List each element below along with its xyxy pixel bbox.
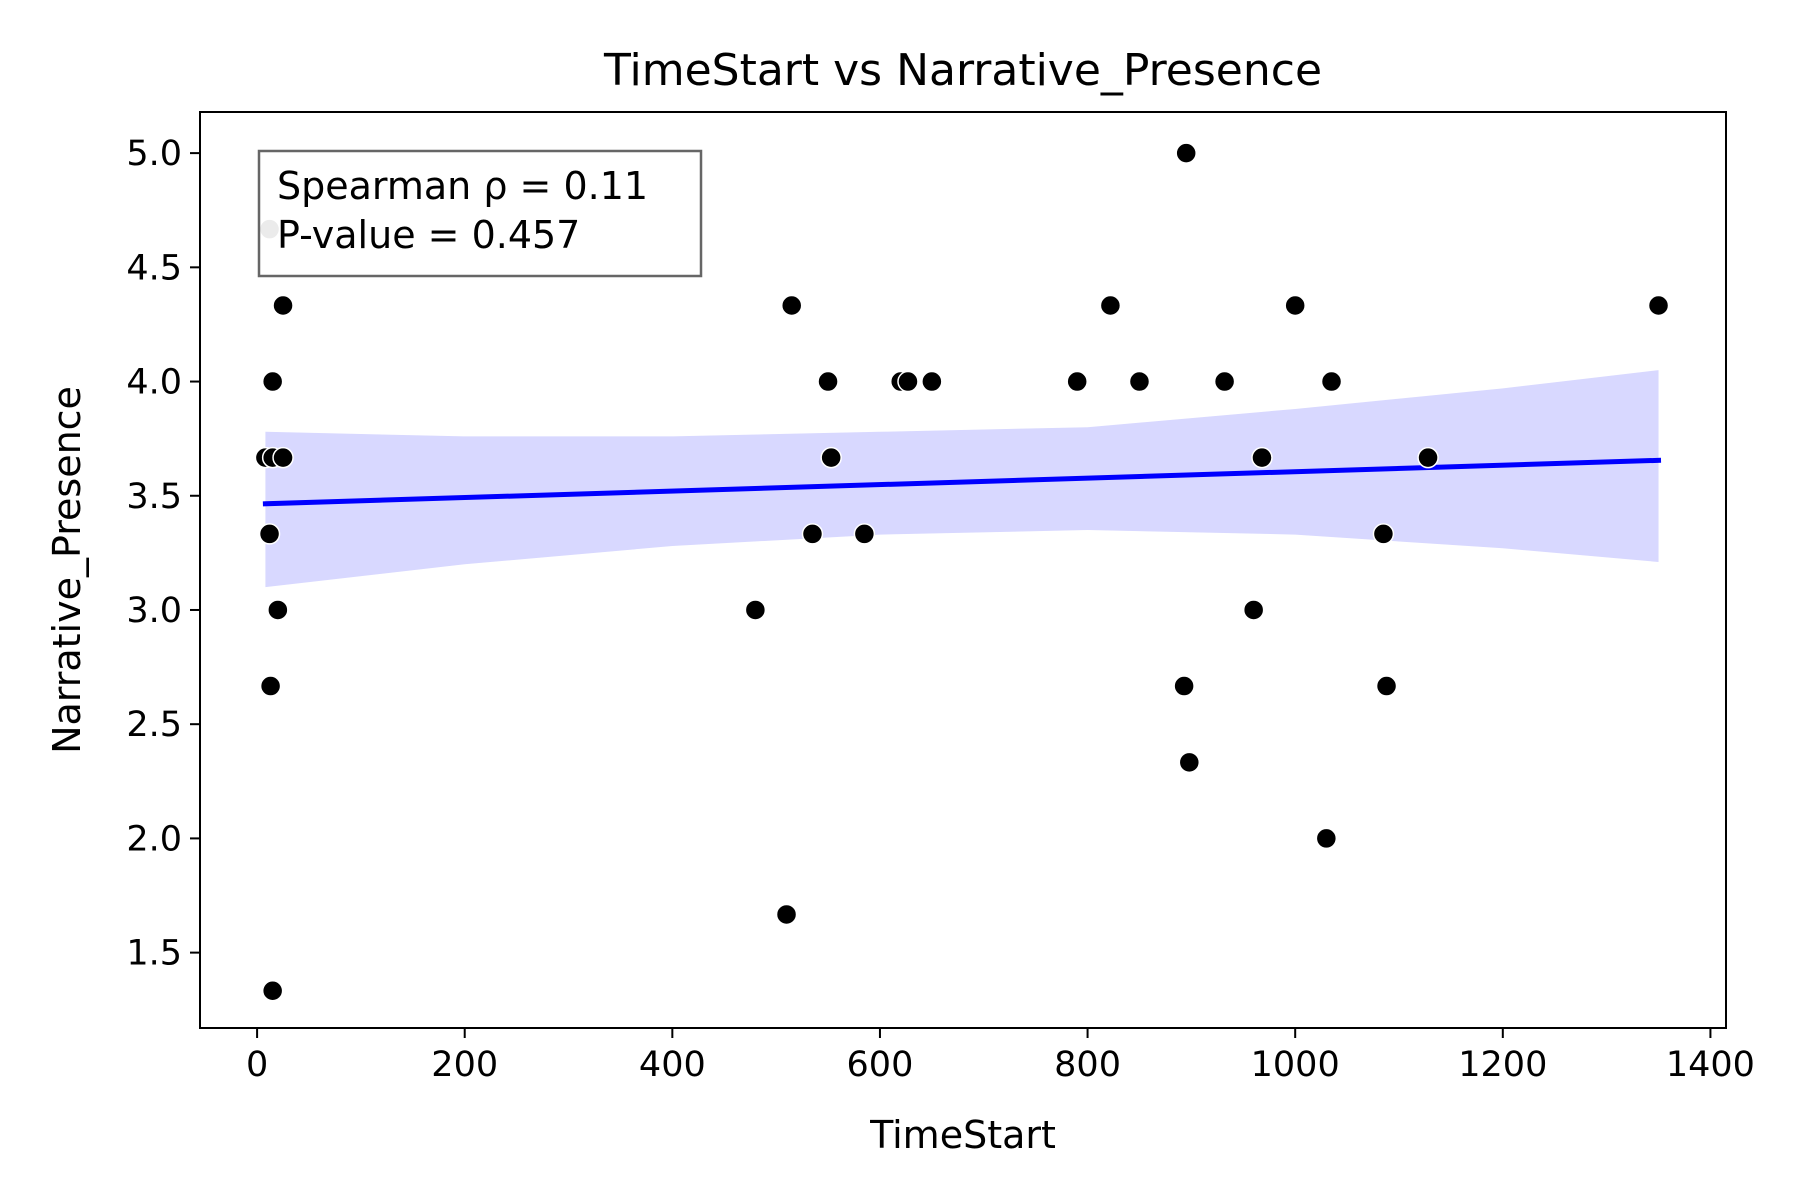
data-point [261,370,284,393]
data-point [1242,599,1265,621]
data-point [817,370,839,393]
data-point [1173,675,1195,697]
p-value-text: P-value = 0.457 [277,213,580,257]
spearman-text: Spearman ρ = 0.11 [277,164,648,208]
y-tick-label: 4.0 [126,363,182,403]
y-tick-label: 1.5 [126,934,182,974]
data-point [272,446,294,469]
data-point [853,523,876,545]
chart-title: TimeStart vs Narrative_Presence [603,45,1322,96]
data-point [801,523,824,545]
data-point [1178,751,1201,774]
y-tick-label: 5.0 [126,134,182,174]
data-point [780,294,803,317]
y-tick-label: 3.0 [126,591,182,631]
x-tick-label: 400 [639,1045,706,1085]
plot-frame [199,111,1727,1029]
y-tick-label: 2.5 [126,705,182,745]
data-point [1647,294,1670,317]
data-point [1066,370,1088,393]
y-tick-label: 4.5 [126,248,182,288]
data-point [1213,370,1236,393]
x-tick-label: 1000 [1251,1045,1340,1085]
data-point [1315,827,1338,850]
x-tick-label: 200 [431,1045,498,1085]
y-tick-label: 3.5 [126,477,182,517]
data-point [1372,523,1395,545]
data-point [775,903,798,926]
data-point [921,370,943,393]
x-tick-label: 1400 [1666,1045,1755,1085]
data-point [258,523,281,545]
data-point [272,294,294,317]
y-tick-label: 2.0 [126,819,182,859]
data-point [1320,370,1343,393]
data-point [897,370,919,393]
axis-ticks-layer: 0 200 400 600 800 1000 1200 1400 1.5 2.0 2.5 3.0 3.5… [126,134,1755,1085]
x-axis-label: TimeStart [869,1113,1056,1157]
x-tick-label: 0 [246,1045,268,1085]
data-point [1099,294,1122,317]
data-point [1128,370,1151,393]
annotation-box: Spearman ρ = 0.11 P-value = 0.457 [257,149,703,278]
data-point [820,446,842,469]
data-points-layer [254,142,1670,1002]
data-point [261,980,284,1002]
x-tick-label: 800 [1054,1045,1121,1085]
data-point [744,599,767,621]
data-point [1251,446,1273,469]
annotation-frame [257,149,703,278]
data-point [1417,446,1439,469]
data-point [1175,142,1197,164]
confidence-band-layer [265,370,1659,588]
data-point [1284,294,1306,317]
confidence-band [265,370,1659,588]
x-tick-label: 600 [847,1045,914,1085]
x-tick-label: 1200 [1458,1045,1547,1085]
y-axis-label: Narrative_Presence [45,386,89,754]
data-point [1375,675,1398,697]
data-point [259,675,282,697]
data-point [267,599,289,621]
